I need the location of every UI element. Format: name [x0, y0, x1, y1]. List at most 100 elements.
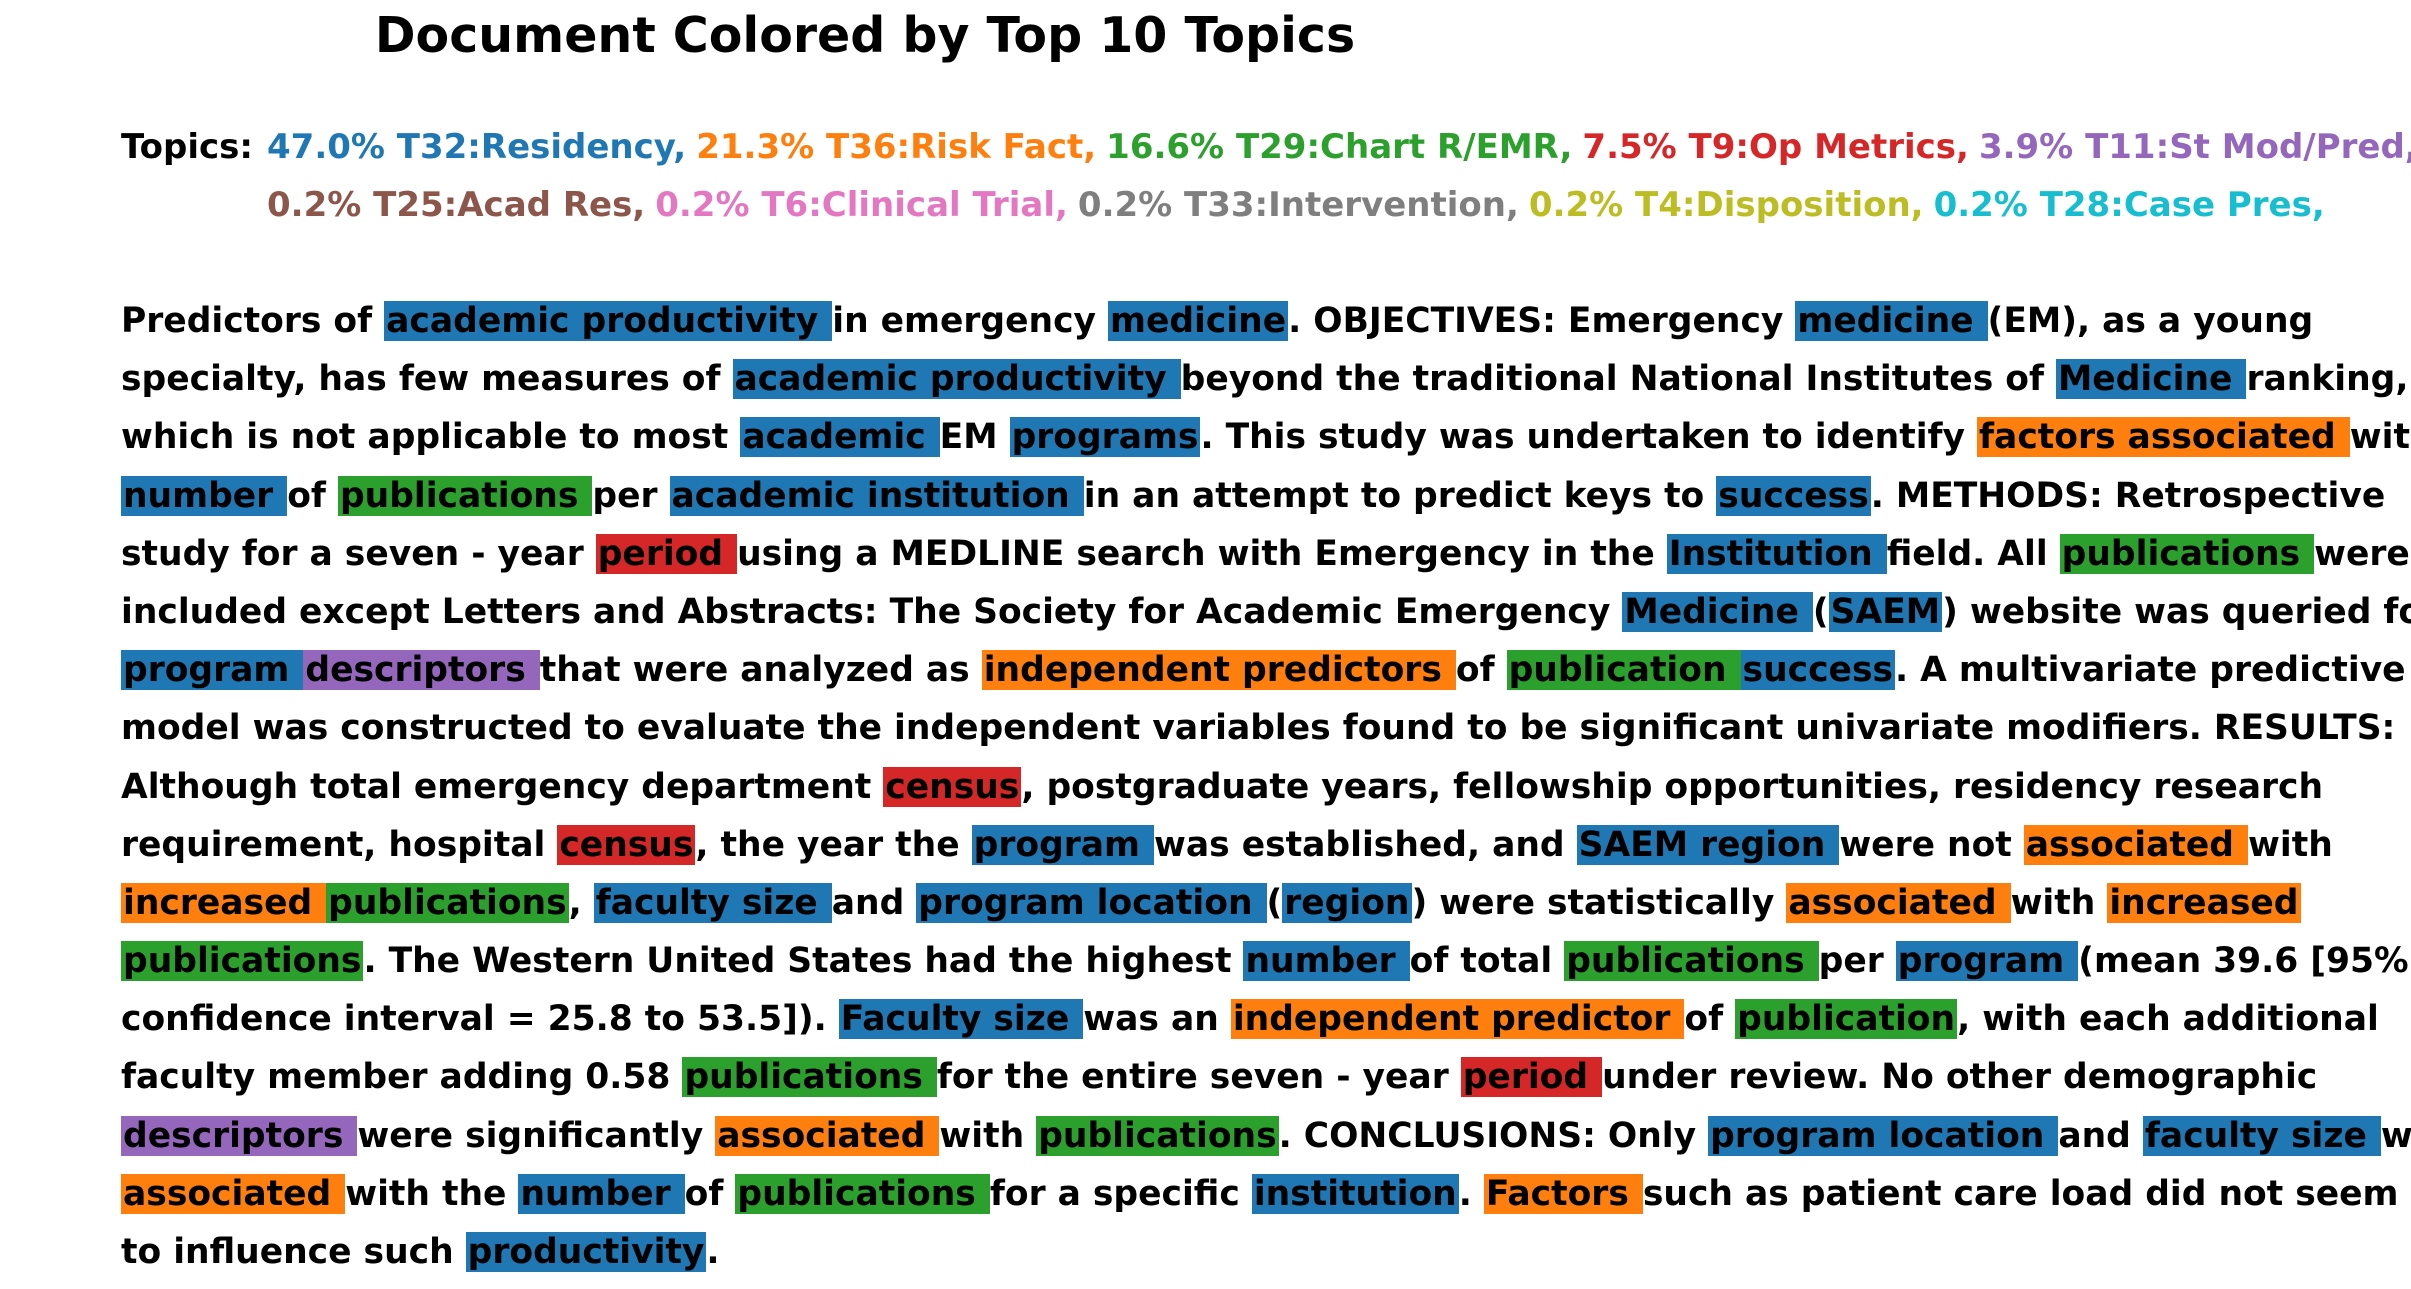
text-segment: with the — [345, 1173, 519, 1214]
document-line: included except Letters and Abstracts: T… — [121, 583, 2411, 641]
topics-row-1-items: 47.0% T32:Residency, 21.3% T36:Risk Fact,… — [267, 127, 2411, 167]
highlighted-term: programs — [1009, 417, 1201, 458]
topic-entry: 21.3% T36:Risk Fact, — [696, 127, 1097, 167]
highlighted-term: number — [1243, 941, 1410, 982]
document-line: to influence such productivity. — [121, 1223, 2411, 1281]
highlighted-term: SAEM region — [1576, 824, 1840, 865]
highlighted-term: descriptors — [121, 1115, 358, 1156]
highlighted-term: institution — [1251, 1173, 1459, 1214]
topic-entry: 0.2% T33:Intervention, — [1077, 185, 1519, 225]
text-segment: of — [1684, 999, 1736, 1040]
text-segment: Although total emergency department — [121, 766, 884, 807]
highlighted-term: Factors — [1483, 1173, 1643, 1214]
highlighted-term: independent predictors — [981, 650, 1456, 691]
text-segment: , postgraduate years, fellowship opportu… — [1021, 766, 2324, 807]
document-line: number of publications per academic inst… — [121, 467, 2411, 525]
highlighted-term: publications — [326, 882, 569, 923]
text-segment: specialty, has few measures of — [121, 359, 733, 400]
text-segment: . A multivariate predictive — [1895, 650, 2406, 691]
document-line: program descriptors that were analyzed a… — [121, 641, 2411, 699]
highlighted-term: associated — [1786, 882, 2011, 923]
highlighted-term: increased — [2107, 882, 2301, 923]
document-line: increased publications, faculty size and… — [121, 874, 2411, 932]
text-segment: . This study was undertaken to identify — [1200, 417, 1978, 458]
text-segment: with — [2349, 417, 2411, 458]
topic-entry: 0.2% T4:Disposition, — [1528, 185, 1924, 225]
text-segment: of — [684, 1173, 736, 1214]
topic-entry: 3.9% T11:St Mod/Pred, — [1978, 127, 2411, 167]
text-segment: ranking, — [2246, 359, 2409, 400]
text-segment: per — [1818, 941, 1896, 982]
highlighted-term: factors associated — [1977, 417, 2350, 458]
text-segment: were — [2380, 1115, 2411, 1156]
topic-entry: 16.6% T29:Chart R/EMR, — [1106, 127, 1573, 167]
highlighted-term: Medicine — [2055, 359, 2247, 400]
document-line: faculty member adding 0.58 publications … — [121, 1048, 2411, 1106]
document-line: confidence interval = 25.8 to 53.5]). Fa… — [121, 990, 2411, 1048]
text-segment: Predictors of — [121, 301, 385, 341]
highlighted-term: associated — [715, 1115, 940, 1156]
text-segment: field. All — [1886, 533, 2060, 574]
text-segment: in emergency — [832, 301, 1109, 341]
topics-row-1: Topics: 47.0% T32:Residency, 21.3% T36:Ris… — [121, 118, 2411, 176]
text-segment: for a specific — [989, 1173, 1252, 1214]
text-segment: was established, and — [1154, 824, 1577, 865]
text-segment: included except Letters and Abstracts: T… — [121, 591, 1623, 632]
text-segment: . The Western United States had the high… — [363, 941, 1244, 982]
highlighted-term: SAEM — [1828, 591, 1943, 632]
text-segment: and — [2058, 1115, 2143, 1156]
highlighted-term: increased — [121, 882, 327, 923]
text-segment: ) were statistically — [1411, 882, 1787, 923]
highlighted-term: publications — [337, 475, 593, 516]
text-segment: was an — [1083, 999, 1231, 1040]
text-segment: EM — [939, 417, 1010, 458]
text-segment: in an attempt to predict keys to — [1083, 475, 1717, 516]
text-segment: model was constructed to evaluate the in… — [121, 708, 2396, 749]
text-segment: of — [1455, 650, 1507, 691]
document-line: study for a seven - year period using a … — [121, 525, 2411, 583]
highlighted-term: publication — [1735, 999, 1958, 1040]
text-segment: confidence interval = 25.8 to 53.5]). — [121, 999, 839, 1040]
highlighted-term: region — [1282, 882, 1412, 923]
document-line: associated with the number of publicatio… — [121, 1165, 2411, 1223]
highlighted-term: independent predictor — [1230, 999, 1685, 1040]
topic-entry: 47.0% T32:Residency, — [267, 127, 687, 167]
text-segment: under review. No other demographic — [1602, 1057, 2318, 1098]
text-segment: ) website was queried for — [1942, 591, 2411, 632]
highlighted-term: medicine — [1795, 301, 1988, 341]
text-segment: per — [592, 475, 670, 516]
highlighted-term: program location — [916, 882, 1267, 923]
highlighted-term: academic — [740, 417, 940, 458]
document-line: specialty, has few measures of academic … — [121, 350, 2411, 408]
highlighted-term: number — [518, 1173, 685, 1214]
highlighted-term: program — [971, 824, 1155, 865]
text-segment: that were analyzed as — [539, 650, 982, 691]
text-segment: . — [1458, 1173, 1484, 1214]
highlighted-term: Medicine — [1622, 591, 1813, 632]
highlighted-term: census — [557, 824, 696, 865]
highlighted-term: academic productivity — [384, 301, 833, 341]
document-line: which is not applicable to most academic… — [121, 408, 2411, 466]
topic-entry: 0.2% T6:Clinical Trial, — [655, 185, 1068, 225]
text-segment: of — [287, 475, 338, 516]
text-segment: were not — [1839, 824, 2024, 865]
text-segment: ( — [1266, 882, 1283, 923]
text-segment: . OBJECTIVES: Emergency — [1288, 301, 1796, 341]
text-segment: (EM), as a young — [1987, 301, 2314, 341]
highlighted-term: publications — [1564, 941, 1819, 982]
document-line: publications . The Western United States … — [121, 932, 2411, 990]
text-segment: , the year the — [695, 824, 972, 865]
document-line: model was constructed to evaluate the in… — [121, 699, 2411, 757]
highlighted-term: descriptors — [303, 650, 540, 691]
text-segment: with — [2248, 824, 2333, 865]
highlighted-term: faculty size — [593, 882, 832, 923]
text-segment: were significantly — [357, 1115, 716, 1156]
text-segment: faculty member adding 0.58 — [121, 1057, 683, 1098]
highlighted-term: program location — [1708, 1115, 2059, 1156]
highlighted-term: success — [1740, 650, 1896, 691]
text-segment: beyond the traditional National Institut… — [1180, 359, 2056, 400]
document-line: Predictors of academic productivity in e… — [121, 292, 2411, 350]
topics-label: Topics: — [121, 127, 254, 167]
text-segment: for the entire seven - year — [936, 1057, 1461, 1098]
topics-legend: Topics: 47.0% T32:Residency, 21.3% T36:Ris… — [121, 118, 2411, 234]
